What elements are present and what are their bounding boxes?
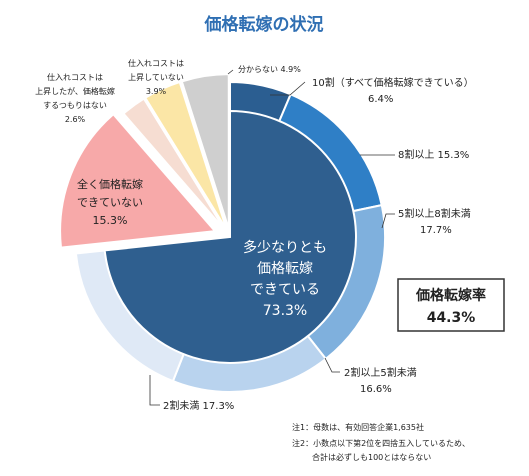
- label-nointent-line-3: 2.6%: [65, 115, 86, 124]
- label-nointent-line-0: 仕入れコストは: [47, 72, 103, 82]
- rate-box: [397, 278, 505, 332]
- label-2: 2割未満 17.3%: [163, 399, 234, 412]
- inner-label-line-1: 価格転嫁: [257, 261, 313, 277]
- label-5to8-pct: 17.7%: [420, 225, 452, 236]
- chart-title: 価格転嫁の状況: [204, 14, 324, 35]
- inner-group: [103, 109, 357, 364]
- rate-box-value: 44.3%: [427, 310, 476, 326]
- leader-10: [270, 81, 306, 96]
- label-norise-line-2: 3.9%: [146, 87, 167, 96]
- label-2to5: 2割以上5割未満: [344, 366, 417, 379]
- label-nointent-line-2: するつもりはない: [43, 101, 107, 110]
- inner-slice: [103, 109, 357, 364]
- label-none-line-0: 全く価格転嫁: [77, 177, 143, 191]
- label-nointent-line-1: 上昇したが、価格転嫁: [35, 86, 115, 96]
- note-3: 合計は必ずしも100とはならない: [312, 452, 431, 462]
- slice-5: [59, 112, 218, 249]
- label-5to8: 5割以上8割未満: [398, 207, 471, 220]
- note-2: 注2：小数点以下第2位を四捨五入しているため、: [292, 438, 470, 448]
- label-none-line-2: 15.3%: [93, 214, 128, 227]
- leader-2: [149, 375, 160, 406]
- slice-7: [143, 80, 228, 231]
- inner-label-line-3: 73.3%: [263, 303, 307, 319]
- leader-2to5: [324, 357, 340, 373]
- label-none-line-1: できていない: [77, 196, 143, 209]
- label-unknown: 分からない 4.9%: [238, 65, 301, 74]
- label-norise-line-1: 上昇していない: [128, 73, 184, 82]
- label-10: 10割（すべて価格転嫁できている）: [312, 76, 474, 89]
- rate-box-title: 価格転嫁率: [415, 287, 486, 304]
- note-1: 注1：母数は、有効回答企業1,635社: [292, 422, 424, 432]
- label-10-pct: 6.4%: [368, 94, 393, 105]
- inner-label-line-0: 多少なりとも: [243, 239, 327, 256]
- leader-5to8: [381, 213, 395, 229]
- label-2to5-pct: 16.6%: [360, 384, 392, 395]
- label-norise-line-0: 仕入れコストは: [128, 58, 184, 68]
- inner-label-line-2: できている: [250, 282, 320, 298]
- leader-unknown: [227, 69, 234, 75]
- label-8: 8割以上 15.3%: [398, 148, 469, 161]
- slice-6: [122, 97, 227, 232]
- slice-8: [180, 73, 230, 230]
